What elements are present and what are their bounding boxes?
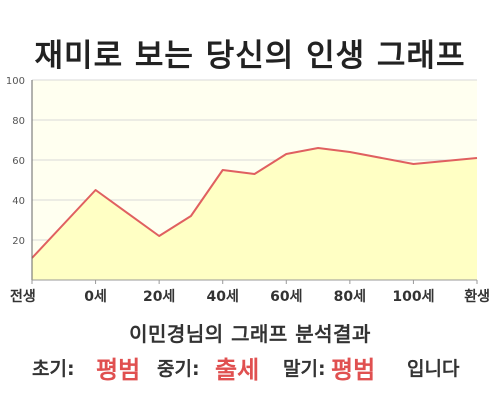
x-tick-label: 40세 bbox=[207, 289, 239, 305]
y-tick-label: 80 bbox=[12, 116, 25, 127]
ending-text: 입니다 bbox=[407, 358, 460, 380]
early-value: 평범 bbox=[96, 356, 141, 384]
late-value: 평범 bbox=[331, 356, 376, 384]
x-tick-label: 전생 bbox=[10, 288, 36, 305]
x-tick-label: 0세 bbox=[84, 289, 107, 305]
y-tick-label: 20 bbox=[12, 236, 25, 247]
x-tick-label: 100세 bbox=[392, 289, 434, 305]
life-area-fill bbox=[32, 148, 477, 280]
x-tick-label: 환생 bbox=[464, 288, 490, 305]
x-tick-label: 20세 bbox=[143, 289, 175, 305]
y-tick-label: 60 bbox=[12, 156, 25, 167]
y-tick-label: 100 bbox=[6, 76, 25, 87]
x-tick-label: 60세 bbox=[270, 289, 302, 305]
y-tick-label: 40 bbox=[12, 196, 25, 207]
result-subtitle: 이민경님의 그래프 분석결과 bbox=[129, 322, 371, 346]
life-line-series bbox=[31, 147, 478, 259]
x-tick-label: 80세 bbox=[334, 289, 366, 305]
early-label: 초기: bbox=[32, 358, 75, 380]
middle-label: 중기: bbox=[157, 358, 200, 380]
result-row: 초기: 평범 중기: 출세 말기: 평범 입니다 bbox=[0, 350, 500, 384]
chart-title: 재미로 보는 당신의 인생 그래프 bbox=[34, 38, 466, 74]
middle-value: 출세 bbox=[215, 356, 260, 384]
late-label: 말기: bbox=[283, 358, 326, 380]
